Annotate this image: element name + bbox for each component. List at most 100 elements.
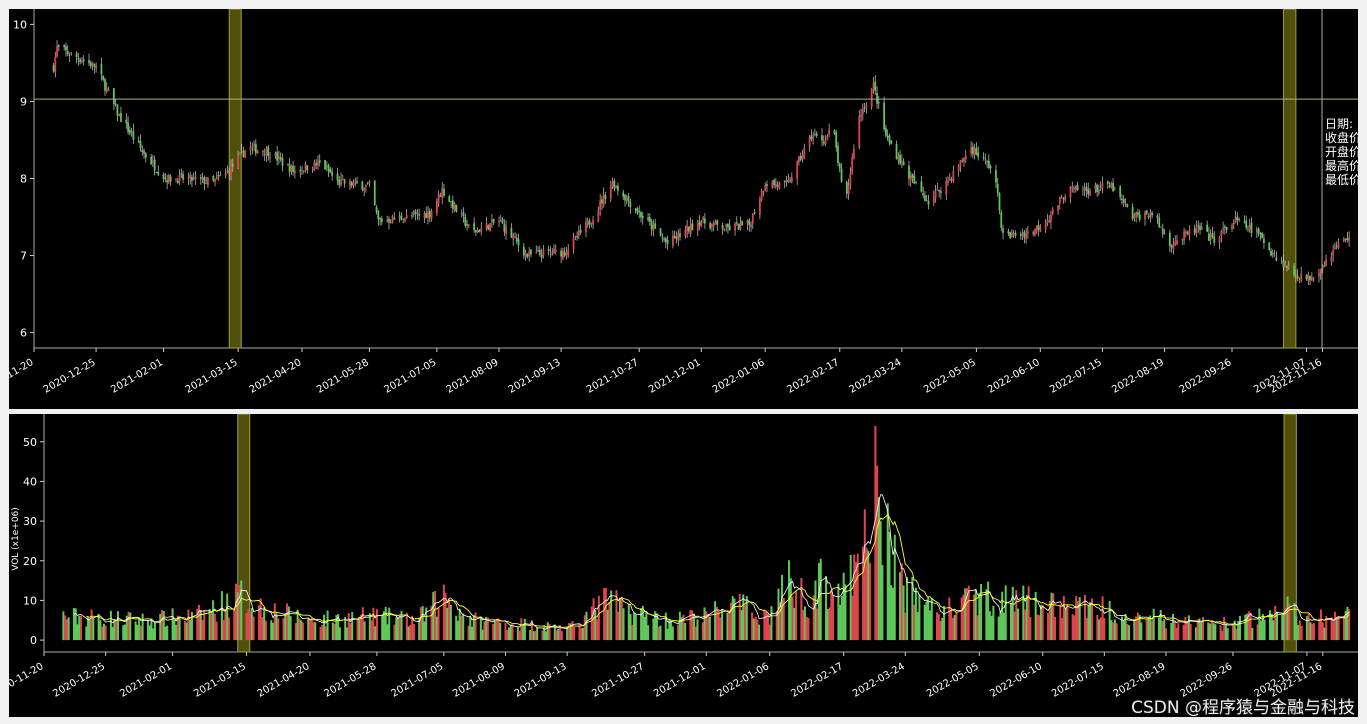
volume-bar — [1307, 613, 1310, 641]
candle-body — [1275, 257, 1278, 261]
volume-bar — [264, 620, 267, 641]
candle-body — [224, 172, 227, 177]
volume-bar — [213, 613, 216, 641]
volume-bar — [1284, 608, 1287, 641]
volume-bar — [1050, 592, 1053, 641]
candle-body — [703, 218, 706, 224]
candle-body — [723, 229, 726, 231]
candle-body — [1124, 203, 1127, 205]
candle-body — [228, 170, 231, 175]
candle-body — [638, 211, 641, 213]
volume-bar — [955, 612, 958, 641]
candle-body — [244, 150, 247, 158]
candle-body — [102, 75, 105, 80]
candle-body — [609, 186, 612, 199]
volume-bar — [668, 618, 671, 641]
volume-bar — [115, 621, 118, 641]
candle-body — [833, 129, 836, 134]
candle-body — [547, 249, 550, 252]
candle-body — [700, 222, 703, 227]
candle-body — [840, 168, 843, 182]
candle-body — [77, 57, 80, 60]
candle-body — [338, 179, 341, 186]
volume-bar — [928, 610, 931, 641]
candle-body — [602, 194, 605, 205]
volume-bar — [220, 591, 223, 641]
candle-body — [1319, 268, 1322, 274]
volume-bar — [76, 624, 79, 641]
candle-body — [759, 198, 761, 215]
candle-body — [54, 56, 57, 73]
candle-body — [1149, 212, 1152, 217]
candle-body — [1188, 230, 1191, 236]
candle-body — [849, 173, 852, 186]
candle-body — [79, 59, 82, 62]
volume-bar — [943, 606, 946, 641]
volume-bar — [733, 598, 736, 641]
candle-body — [689, 223, 692, 234]
candle-body — [1325, 259, 1327, 266]
volume-bar — [344, 616, 347, 641]
volume-bar — [1210, 620, 1213, 641]
volume-bar — [953, 615, 956, 641]
candle-body — [1087, 189, 1090, 195]
candle-body — [1224, 226, 1226, 228]
volume-bar — [430, 605, 433, 641]
volume-bar — [407, 626, 410, 641]
volume-bar — [978, 593, 981, 641]
candle-body — [249, 147, 252, 151]
volume-bar — [434, 590, 437, 641]
candle-body — [377, 211, 380, 220]
volume-bar — [738, 593, 741, 641]
volume-bar — [1321, 622, 1324, 641]
volume-bar — [224, 609, 227, 641]
volume-bar — [189, 619, 192, 641]
candle-body — [487, 225, 490, 230]
candle-body — [130, 132, 133, 134]
candle-body — [1335, 246, 1338, 248]
volume-bar — [1260, 620, 1263, 641]
candle-body — [1287, 266, 1290, 268]
candle-body — [52, 64, 55, 72]
price-x-tick-label: 2022-06-10 — [986, 357, 1042, 396]
volume-bar — [541, 630, 544, 641]
candle-body — [517, 239, 520, 246]
volume-bar — [472, 615, 475, 641]
candle-body — [1014, 232, 1017, 236]
candle-body — [276, 151, 279, 161]
volume-bar — [534, 630, 537, 641]
candle-body — [597, 209, 600, 222]
volume-bar — [1161, 620, 1164, 641]
volume-bar — [1159, 609, 1162, 641]
volume-bar — [530, 620, 533, 641]
candle-body — [936, 188, 939, 191]
volume-bar — [356, 619, 359, 641]
volume-bar — [455, 615, 458, 641]
candle-body — [551, 253, 554, 255]
volume-bar — [740, 610, 743, 641]
candle-body — [137, 140, 140, 143]
price-x-tick-label: 2022-02-17 — [785, 357, 841, 396]
candle-body — [127, 122, 129, 132]
candle-body — [157, 171, 160, 175]
volume-bar — [1249, 612, 1252, 641]
volume-bar — [1196, 619, 1199, 641]
candle-body — [315, 163, 318, 166]
volume-bar — [705, 611, 708, 641]
volume-bar — [818, 562, 821, 641]
volume-x-tick-label: 2022-06-10 — [988, 661, 1044, 700]
volume-bar — [1223, 617, 1226, 641]
volume-bar — [1344, 610, 1347, 641]
candle-body — [1195, 226, 1198, 235]
candle-body — [217, 174, 220, 177]
candle-body — [890, 140, 893, 145]
volume-bar — [904, 612, 907, 641]
candle-body — [741, 221, 744, 226]
volume-bar — [717, 610, 720, 641]
price-x-tick-label: 2021-02-01 — [109, 357, 165, 396]
volume-bar — [275, 613, 278, 641]
volume-bar — [375, 609, 378, 641]
volume-bar — [567, 623, 570, 641]
candle-body — [435, 200, 438, 213]
candle-body — [263, 154, 266, 156]
